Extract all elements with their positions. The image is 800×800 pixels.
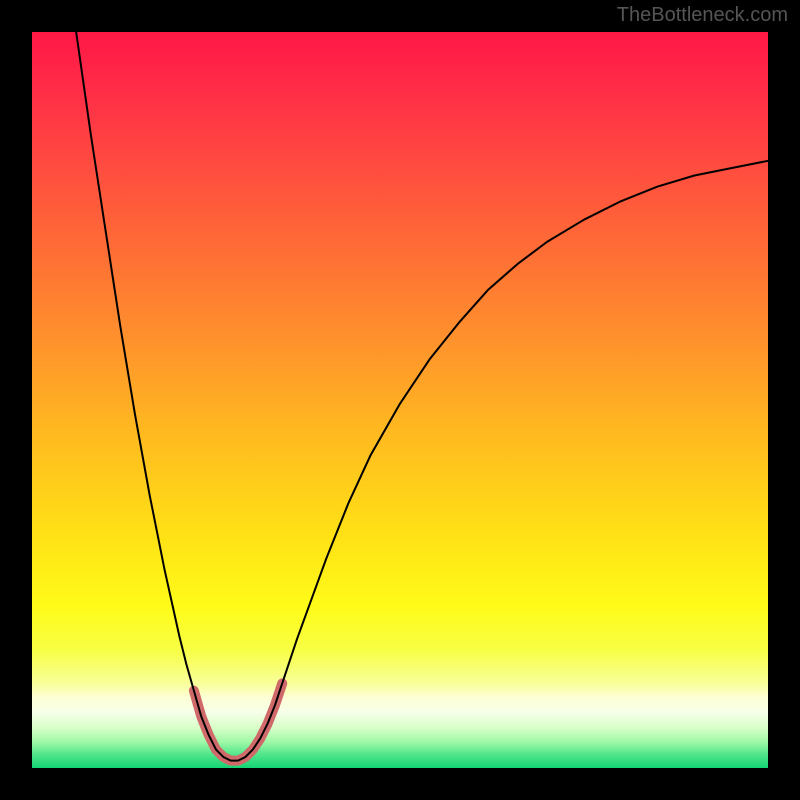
bottleneck-curve-chart (32, 32, 768, 768)
chart-container: TheBottleneck.com (0, 0, 800, 800)
heatmap-background (32, 32, 768, 768)
watermark-text: TheBottleneck.com (617, 4, 788, 27)
plot-area (32, 32, 768, 768)
